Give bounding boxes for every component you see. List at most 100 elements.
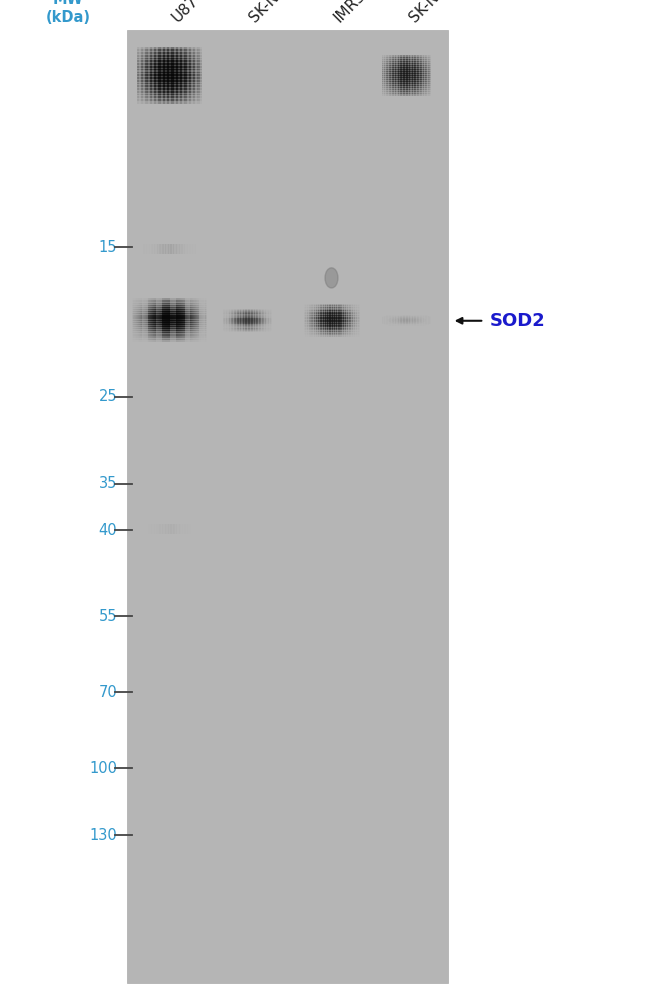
Bar — [419, 58, 420, 61]
Bar — [237, 311, 239, 313]
Bar — [336, 311, 337, 314]
Bar — [349, 323, 350, 326]
Bar — [237, 309, 239, 310]
Bar — [150, 54, 151, 59]
Bar — [258, 323, 259, 325]
Bar — [182, 80, 183, 85]
Bar — [315, 311, 316, 314]
Bar — [140, 330, 142, 334]
Bar — [319, 333, 320, 336]
Bar — [425, 56, 426, 59]
Bar — [332, 308, 333, 311]
Bar — [258, 316, 259, 318]
Text: U87-MG: U87-MG — [169, 0, 223, 25]
Bar — [427, 77, 428, 80]
Bar — [186, 302, 187, 306]
Bar — [136, 298, 138, 301]
Bar — [181, 313, 183, 317]
Bar — [145, 49, 146, 53]
Bar — [155, 316, 157, 319]
Bar — [343, 308, 344, 311]
Bar — [410, 62, 411, 66]
Bar — [307, 305, 309, 307]
Bar — [203, 322, 204, 325]
Bar — [199, 339, 200, 342]
Bar — [150, 91, 151, 96]
Bar — [355, 320, 356, 323]
Bar — [242, 330, 243, 332]
Bar — [133, 328, 135, 332]
Bar — [187, 306, 188, 310]
Bar — [356, 314, 358, 318]
Bar — [254, 323, 255, 325]
Bar — [170, 91, 172, 96]
Bar — [233, 310, 234, 311]
Bar — [263, 317, 265, 319]
Bar — [331, 333, 332, 336]
Bar — [228, 325, 229, 327]
Bar — [224, 319, 225, 321]
Bar — [401, 67, 402, 70]
Bar — [241, 314, 242, 317]
Bar — [153, 66, 154, 71]
Bar — [313, 319, 314, 321]
Bar — [144, 316, 145, 319]
Bar — [137, 302, 138, 306]
Bar — [387, 67, 388, 70]
Bar — [386, 54, 387, 57]
Bar — [172, 302, 174, 306]
Bar — [182, 333, 183, 336]
Bar — [196, 86, 197, 90]
Bar — [426, 93, 427, 96]
Bar — [332, 335, 333, 337]
Bar — [416, 79, 417, 82]
Bar — [157, 80, 158, 85]
Bar — [327, 327, 328, 329]
Bar — [150, 64, 151, 68]
Bar — [199, 302, 200, 306]
Bar — [357, 317, 358, 320]
Bar — [150, 318, 151, 321]
Bar — [139, 64, 140, 68]
Bar — [415, 71, 416, 74]
Bar — [417, 77, 418, 80]
Bar — [411, 91, 413, 94]
Bar — [323, 314, 324, 318]
Bar — [237, 328, 239, 330]
Bar — [390, 54, 391, 57]
Bar — [397, 69, 398, 72]
Bar — [423, 93, 424, 96]
Bar — [190, 335, 192, 338]
Bar — [269, 324, 270, 326]
Bar — [249, 323, 250, 325]
Bar — [394, 67, 395, 70]
Bar — [358, 320, 359, 323]
Bar — [223, 330, 224, 332]
Bar — [382, 83, 384, 86]
Bar — [150, 316, 151, 319]
Bar — [229, 326, 230, 328]
Bar — [183, 60, 184, 65]
Bar — [138, 311, 140, 314]
Bar — [341, 305, 343, 307]
Bar — [170, 52, 171, 56]
Bar — [161, 60, 162, 65]
Bar — [409, 62, 410, 66]
Bar — [185, 54, 187, 59]
Bar — [255, 327, 256, 329]
Bar — [396, 54, 397, 57]
Bar — [392, 75, 393, 78]
Bar — [137, 75, 138, 79]
Bar — [319, 335, 320, 337]
Bar — [194, 339, 196, 342]
Bar — [352, 320, 353, 323]
Bar — [143, 54, 144, 59]
Bar — [139, 52, 140, 56]
Bar — [386, 56, 387, 59]
Bar — [224, 325, 225, 327]
Bar — [382, 67, 384, 70]
Bar — [223, 323, 224, 325]
Bar — [237, 322, 238, 323]
Bar — [249, 314, 250, 317]
Bar — [260, 314, 261, 317]
